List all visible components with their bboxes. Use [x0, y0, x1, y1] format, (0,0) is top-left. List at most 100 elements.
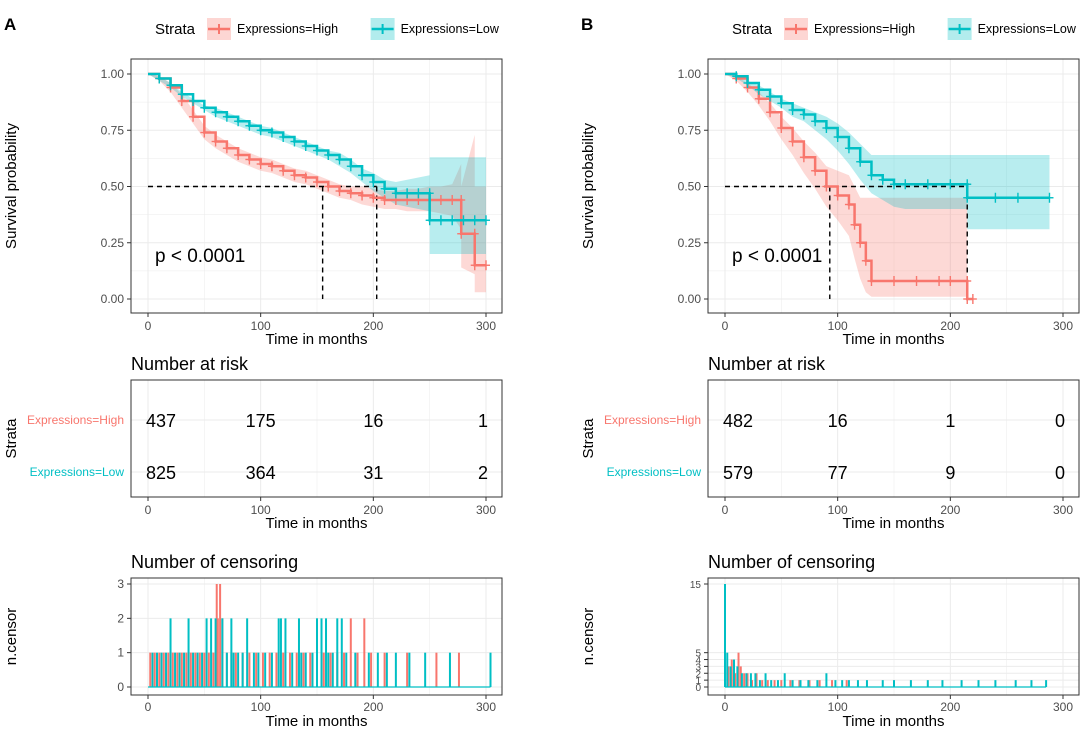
x-tick-label: 300 — [476, 319, 496, 333]
risk-row-label: Expressions=High — [27, 413, 124, 427]
y-tick-label: 0 — [695, 683, 701, 694]
y-tick-label: 1.00 — [678, 67, 702, 81]
x-tick-label: 100 — [828, 319, 848, 333]
plot-border — [707, 577, 1080, 696]
ci-band-high — [725, 74, 973, 299]
risk-count: 1 — [945, 411, 955, 431]
y-tick-label: 0.50 — [101, 180, 125, 194]
y-axis-label: Strata — [3, 418, 20, 459]
survival-plot: p < 0.0001 0 100 200 300 0.00 0.25 0.50 0.75 1.00… — [580, 58, 1080, 348]
x-tick-label: 0 — [145, 503, 152, 517]
y-axis-label: Survival probability — [3, 123, 20, 249]
x-tick-label: 200 — [940, 700, 960, 714]
censoring-title: Number of censoring — [708, 552, 875, 572]
legend-title: Strata — [155, 21, 196, 38]
y-axis-label: Survival probability — [580, 123, 597, 249]
risk-count: 9 — [945, 463, 955, 483]
x-axis-label: Time in months — [266, 713, 368, 730]
panel-a: A Strata Expressions=High Expressions=Low p … — [3, 15, 503, 730]
x-tick-label: 0 — [145, 319, 152, 333]
risk-table-title: Number at risk — [131, 354, 249, 374]
y-tick-label: 1 — [117, 646, 124, 660]
risk-count: 1 — [478, 411, 488, 431]
y-axis-label: n.censor — [3, 608, 20, 666]
y-tick-label: 2 — [695, 669, 701, 680]
x-tick-label: 100 — [828, 700, 848, 714]
x-tick-label: 200 — [940, 319, 960, 333]
y-tick-label: 0.00 — [101, 292, 125, 306]
x-tick-label: 300 — [1053, 503, 1073, 517]
risk-count: 0 — [1055, 463, 1065, 483]
p-value: p < 0.0001 — [155, 246, 245, 267]
x-tick-label: 0 — [722, 319, 729, 333]
risk-table: Number at risk Expressions=High 437 175 16 1 E… — [3, 354, 503, 532]
y-tick-label: 0.25 — [101, 236, 125, 250]
y-tick-label: 1.00 — [101, 67, 125, 81]
y-tick-label: 1 — [695, 676, 701, 687]
x-tick-label: 100 — [828, 503, 848, 517]
x-axis-label: Time in months — [843, 331, 945, 348]
legend-key — [370, 18, 395, 40]
table-border — [707, 379, 1080, 498]
y-tick-label: 3 — [695, 662, 701, 673]
y-tick-label: 0.50 — [678, 180, 702, 194]
plot-border — [130, 577, 503, 696]
y-axis-label: n.censor — [580, 608, 597, 666]
x-axis-label: Time in months — [843, 713, 945, 730]
x-tick-label: 100 — [251, 503, 271, 517]
legend-label: Expressions=Low — [401, 22, 500, 36]
panel-label: B — [581, 15, 593, 34]
risk-count: 16 — [828, 411, 848, 431]
legend-title: Strata — [732, 21, 773, 38]
risk-row-label: Expressions=High — [604, 413, 701, 427]
legend-key — [207, 18, 231, 40]
legend-label: Expressions=High — [814, 22, 915, 36]
risk-count: 16 — [363, 411, 383, 431]
y-tick-label: 3 — [117, 577, 124, 591]
panel-label: A — [4, 15, 16, 34]
x-tick-label: 0 — [722, 700, 729, 714]
x-tick-label: 0 — [145, 700, 152, 714]
censoring-title: Number of censoring — [131, 552, 298, 572]
p-value: p < 0.0001 — [732, 246, 822, 267]
x-tick-label: 0 — [722, 503, 729, 517]
x-axis-label: Time in months — [266, 331, 368, 348]
x-tick-label: 200 — [363, 319, 383, 333]
y-tick-label: 2 — [117, 611, 124, 625]
x-tick-label: 200 — [363, 503, 383, 517]
y-tick-label: 0.25 — [678, 236, 702, 250]
risk-count: 77 — [828, 463, 848, 483]
risk-table: Number at risk Expressions=High 482 16 1 0 Exp… — [580, 354, 1080, 532]
risk-row-label: Expressions=Low — [607, 465, 702, 479]
x-tick-label: 300 — [1053, 700, 1073, 714]
table-border — [130, 379, 503, 498]
panel-b: B Strata Expressions=High Expressions=Low p … — [580, 15, 1080, 730]
legend-key — [784, 18, 808, 40]
y-tick-label: 5 — [695, 649, 701, 660]
x-tick-label: 200 — [940, 503, 960, 517]
risk-count: 437 — [146, 411, 176, 431]
y-tick-label: 0.75 — [678, 123, 702, 137]
x-tick-label: 200 — [363, 700, 383, 714]
risk-count: 825 — [146, 463, 176, 483]
risk-count: 2 — [478, 463, 488, 483]
risk-count: 482 — [723, 411, 753, 431]
x-tick-label: 300 — [476, 700, 496, 714]
risk-count: 579 — [723, 463, 753, 483]
x-axis-label: Time in months — [843, 515, 945, 532]
legend-label: Expressions=Low — [978, 22, 1077, 36]
y-tick-label: 0.00 — [678, 292, 702, 306]
y-tick-label: 4 — [695, 656, 701, 667]
y-tick-label: 15 — [690, 580, 702, 591]
risk-table-title: Number at risk — [708, 354, 826, 374]
ci-band-low — [148, 74, 486, 254]
risk-count: 0 — [1055, 411, 1065, 431]
censoring-plot: Number of censoring 0 1 2 3 0 100 200 300 Time in… — [3, 552, 503, 730]
risk-count: 31 — [363, 463, 383, 483]
risk-count: 364 — [246, 463, 276, 483]
x-tick-label: 100 — [251, 319, 271, 333]
legend-key — [947, 18, 972, 40]
